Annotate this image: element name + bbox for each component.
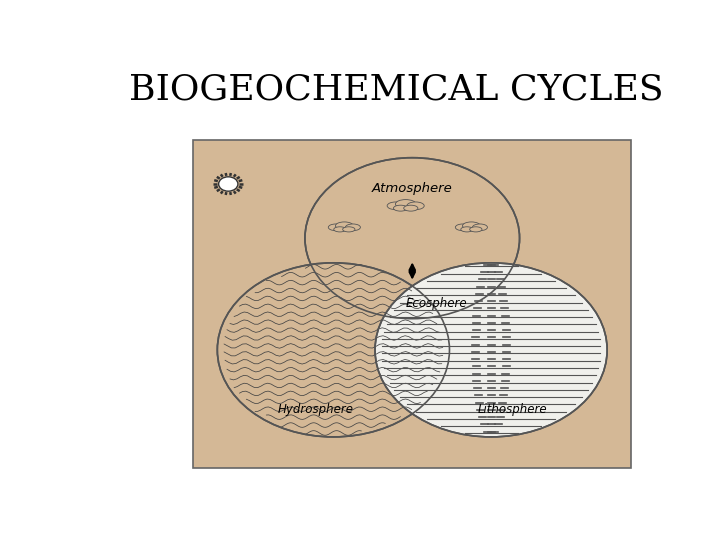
Ellipse shape bbox=[328, 224, 343, 231]
Ellipse shape bbox=[395, 200, 416, 208]
Ellipse shape bbox=[461, 227, 473, 232]
Ellipse shape bbox=[472, 224, 487, 231]
Ellipse shape bbox=[375, 263, 607, 437]
Text: Lithosphere: Lithosphere bbox=[478, 402, 548, 416]
Text: Ecosphere: Ecosphere bbox=[405, 298, 467, 310]
Ellipse shape bbox=[462, 222, 480, 230]
Ellipse shape bbox=[305, 158, 520, 319]
Ellipse shape bbox=[455, 224, 470, 231]
Text: Atmosphere: Atmosphere bbox=[372, 182, 453, 195]
Ellipse shape bbox=[393, 205, 408, 211]
Ellipse shape bbox=[404, 205, 418, 211]
Ellipse shape bbox=[407, 202, 424, 210]
Ellipse shape bbox=[336, 222, 354, 230]
Text: Hydrosphere: Hydrosphere bbox=[278, 402, 354, 416]
Ellipse shape bbox=[217, 263, 449, 437]
Bar bbox=[193, 140, 631, 468]
Ellipse shape bbox=[346, 224, 361, 231]
Ellipse shape bbox=[387, 202, 405, 210]
Ellipse shape bbox=[469, 227, 482, 232]
Ellipse shape bbox=[334, 227, 346, 232]
Circle shape bbox=[219, 177, 238, 191]
Text: BIOGEOCHEMICAL CYCLES: BIOGEOCHEMICAL CYCLES bbox=[129, 72, 664, 106]
Ellipse shape bbox=[343, 227, 355, 232]
